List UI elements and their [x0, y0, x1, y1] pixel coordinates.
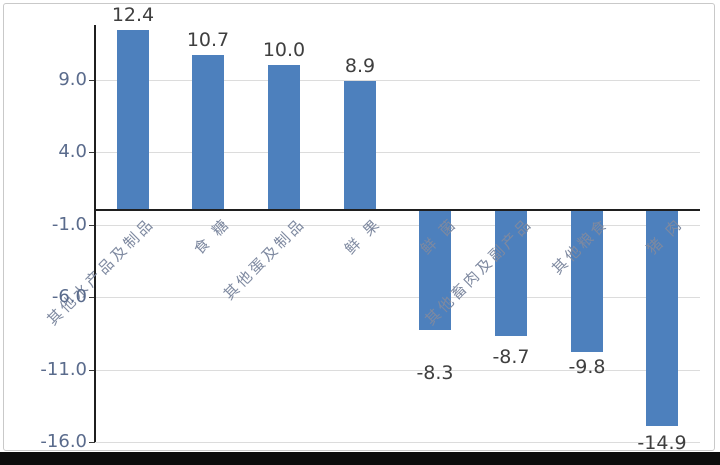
y-axis-tick-label: 9.0 — [58, 69, 87, 90]
y-axis-tick — [89, 80, 95, 81]
data-bar — [646, 210, 678, 426]
y-gridline — [95, 370, 700, 371]
bar-value-label: -9.8 — [568, 356, 606, 378]
data-bar — [117, 30, 149, 210]
y-gridline — [95, 152, 700, 153]
y-axis-tick — [89, 370, 95, 371]
category-label: 其他蛋及制品 — [219, 214, 310, 304]
category-label: 鲜 果 — [341, 214, 385, 258]
bar-value-label: 10.7 — [186, 29, 230, 51]
y-gridline — [95, 297, 700, 298]
bar-value-label: -8.7 — [492, 346, 530, 368]
data-bar — [495, 210, 527, 336]
y-axis-tick-label: -6.0 — [51, 286, 87, 307]
y-axis-line — [94, 25, 96, 442]
y-axis-tick — [89, 225, 95, 226]
bar-value-label: -8.3 — [416, 362, 454, 384]
y-axis-tick — [89, 442, 95, 443]
zero-axis-line — [95, 209, 700, 211]
y-axis-tick — [89, 152, 95, 153]
y-axis-tick-label: 4.0 — [58, 141, 87, 162]
y-axis-tick — [89, 297, 95, 298]
window-bottom-edge — [0, 452, 720, 465]
data-bar — [419, 210, 451, 330]
bar-value-label: 10.0 — [262, 39, 306, 61]
category-label: 食 糖 — [189, 214, 234, 258]
y-axis-tick-label: -11.0 — [40, 359, 87, 380]
bar-chart-plot-area: 9.0 4.0 -1.0 -6.0 -11.0 -16.0 其他水产品及制品食 糖其他蛋及制… — [40, 4, 700, 454]
data-bar — [571, 210, 603, 352]
y-gridline — [95, 225, 700, 226]
y-axis-tick-label: -16.0 — [40, 431, 87, 452]
bar-value-label: 8.9 — [344, 55, 376, 77]
data-bar — [268, 65, 300, 210]
y-gridline — [95, 442, 700, 443]
bar-value-label: -14.9 — [637, 432, 687, 454]
bar-value-label: 12.4 — [111, 4, 155, 26]
data-bar — [192, 55, 224, 210]
y-gridline — [95, 80, 700, 81]
y-axis-tick-label: -1.0 — [51, 214, 87, 235]
data-bar — [344, 81, 376, 210]
